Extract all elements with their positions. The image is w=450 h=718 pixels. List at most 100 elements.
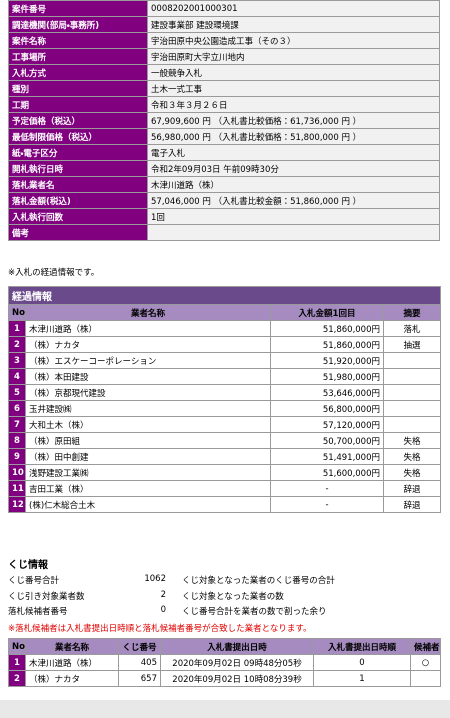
company-name: 大和土木（株） (25, 416, 271, 433)
company-name: （株）原田組 (25, 432, 271, 449)
info-value: 0008202001000301 (147, 0, 440, 17)
info-row: 種別 土木一式工事 (8, 80, 440, 97)
bid-amount: 51,860,000円 (270, 336, 384, 353)
info-label: 開札執行日時 (8, 160, 148, 177)
info-value: 令和2年09月03日 午前09時30分 (147, 160, 440, 177)
progress-row: 11 吉田工業（株） - 辞退 (8, 480, 441, 497)
progress-row: 10 浅野建設工業㈱ 51,600,000円 失格 (8, 464, 441, 481)
info-label: 案件番号 (8, 0, 148, 17)
info-value: 建設事業部 建設環境課 (147, 16, 440, 33)
progress-row: 1 木津川道路（株） 51,860,000円 落札 (8, 320, 441, 337)
lottery-item: くじ番号合計 1062 くじ対象となった業者のくじ番号の合計 (8, 574, 335, 590)
bid-amount: 51,980,000円 (270, 368, 384, 385)
info-row: 開札執行日時 令和2年09月03日 午前09時30分 (8, 160, 440, 177)
item-description: くじ番号合計を業者の数で割った余り (182, 607, 327, 617)
progress-row: 7 大和土木（株） 57,120,000円 (8, 416, 441, 433)
row-number: 5 (8, 384, 26, 401)
progress-row: 9 （株）田中創建 51,491,000円 失格 (8, 448, 441, 465)
info-label: 工期 (8, 96, 148, 113)
info-value: 電子入札 (147, 144, 440, 161)
remark (383, 416, 441, 433)
lottery-items: くじ番号合計 1062 くじ対象となった業者のくじ番号の合計くじ引き対象業者数 2 くじ… (8, 574, 335, 621)
info-row: 入札方式 一般競争入札 (8, 64, 440, 81)
info-value: 宇治田原町大字立川地内 (147, 48, 440, 65)
info-row: 調達機関(部局・事務所) 建設事業部 建設環境課 (8, 16, 440, 33)
row-number: 12 (8, 496, 26, 513)
row-number: 4 (8, 368, 26, 385)
info-value: 土木一式工事 (147, 80, 440, 97)
info-row: 落札業者名 木津川道路（株） (8, 176, 440, 193)
info-value (147, 224, 440, 241)
info-row: 工期 令和３年３月２６日 (8, 96, 440, 113)
company-name: （株）田中創建 (25, 448, 271, 465)
info-label: 最低制限価格（税込） (8, 128, 148, 145)
item-description: くじ対象となった業者のくじ番号の合計 (182, 576, 335, 586)
row-number: 1 (8, 320, 26, 337)
company-name: 浅野建設工業㈱ (25, 464, 271, 481)
row-number: 6 (8, 400, 26, 417)
bid-amount: 50,700,000円 (270, 432, 384, 449)
company-name: （株）ナカタ (25, 670, 119, 687)
item-description: くじ対象となった業者の数 (182, 591, 284, 602)
company-name: （株）エスケーコーポレーション (25, 352, 271, 369)
bid-amount: 51,920,000円 (270, 352, 384, 369)
row-number: 11 (8, 480, 26, 497)
info-row: 工事場所 宇治田原町大字立川地内 (8, 48, 440, 65)
lottery-row: 2 （株）ナカタ 657 2020年09月02日 10時08分39秒 1 (8, 670, 441, 687)
info-value: 一般競争入札 (147, 64, 440, 81)
submission-order: 1 (313, 670, 411, 687)
company-name: （株）ナカタ (25, 336, 271, 353)
note: ※入札の経過情報です。 (8, 268, 100, 278)
column-header: 候補者 (410, 638, 441, 655)
row-number: 10 (8, 464, 26, 481)
company-name: （株）京都現代建設 (25, 384, 271, 401)
column-header: 摘要 (383, 304, 441, 321)
remark: 辞退 (383, 496, 441, 513)
item-label: くじ番号合計 (8, 576, 60, 586)
remark: 失格 (383, 464, 441, 481)
bid-amount: - (270, 480, 384, 497)
progress-row: 12 (株)仁木総合土木 - 辞退 (8, 496, 441, 513)
column-header: 入札金額1回目 (270, 304, 384, 321)
row-number: 3 (8, 352, 26, 369)
lottery-number: 657 (118, 670, 161, 687)
submission-order: 0 (313, 654, 411, 671)
remark (383, 384, 441, 401)
remark (383, 352, 441, 369)
bid-amount: 51,860,000円 (270, 320, 384, 337)
bid-amount: 57,120,000円 (270, 416, 384, 433)
remark: 抽選 (383, 336, 441, 353)
column-header: 業者名称 (25, 304, 271, 321)
info-label: 備考 (8, 224, 148, 241)
info-row: 案件名称 宇治田原中央公園造成工事（その３） (8, 32, 440, 49)
company-name: 吉田工業（株） (25, 480, 271, 497)
progress-row: 5 （株）京都現代建設 53,646,000円 (8, 384, 441, 401)
progress-row: 4 （株）本田建設 51,980,000円 (8, 368, 441, 385)
info-label: 紙・電子区分 (8, 144, 148, 161)
info-table: 案件番号 0008202001000301 調達機関(部局・事務所) 建設事業部 建設… (8, 0, 440, 241)
item-label: くじ引き対象業者数 (8, 591, 85, 602)
bid-amount: 53,646,000円 (270, 384, 384, 401)
submitted-at: 2020年09月02日 10時08分39秒 (160, 670, 314, 687)
info-value: 1回 (147, 208, 440, 225)
info-row: 入札執行回数 1回 (8, 208, 440, 225)
info-label: 工事場所 (8, 48, 148, 65)
remark (383, 400, 441, 417)
section-title: くじ情報 (8, 560, 48, 571)
info-row: 予定価格（税込） 67,909,600 円 （入札書比較価格：61,736,000… (8, 112, 440, 129)
info-row: 最低制限価格（税込） 56,980,000 円 （入札書比較価格：51,800,0… (8, 128, 440, 145)
item-value: 0 (160, 605, 166, 615)
remark: 落札 (383, 320, 441, 337)
info-value: 67,909,600 円 （入札書比較価格：61,736,000 円 ） (147, 112, 440, 129)
lottery-number: 405 (118, 654, 161, 671)
company-name: 木津川道路（株） (25, 654, 119, 671)
lottery-item: 落札候補者番号 0 くじ番号合計を業者の数で割った余り (8, 605, 335, 621)
progress-row: 6 玉井建設㈱ 56,800,000円 (8, 400, 441, 417)
submitted-at: 2020年09月02日 09時48分05秒 (160, 654, 314, 671)
item-value: 1062 (144, 574, 166, 584)
progress-row: 8 （株）原田組 50,700,000円 失格 (8, 432, 441, 449)
lottery-item: くじ引き対象業者数 2 くじ対象となった業者の数 (8, 590, 335, 606)
info-value: 57,046,000 円 （入札書比較金額：51,860,000 円 ） (147, 192, 440, 209)
company-name: 玉井建設㈱ (25, 400, 271, 417)
